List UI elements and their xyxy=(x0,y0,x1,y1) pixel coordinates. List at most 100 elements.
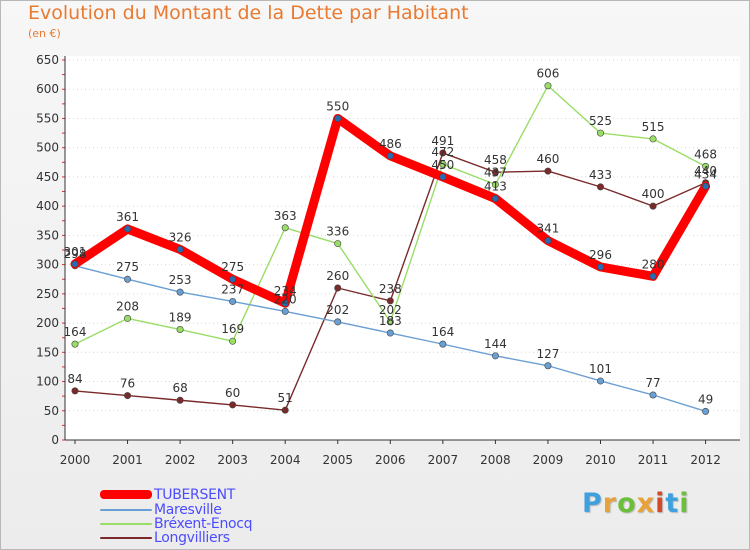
data-label-longvilliers: 51 xyxy=(278,391,293,405)
legend-item-maresville[interactable]: Maresville xyxy=(100,502,222,518)
data-point-br-xent-enocq xyxy=(176,326,184,334)
y-tick-label: 50 xyxy=(44,404,59,418)
x-tick-label: 2003 xyxy=(217,453,248,467)
logo-letter: r xyxy=(602,488,618,519)
y-tick-label: 500 xyxy=(36,141,59,155)
logo-letter: i xyxy=(679,488,690,519)
data-point-longvilliers xyxy=(491,168,499,176)
data-point-tubersent xyxy=(596,263,604,271)
data-label-br-xent-enocq: 164 xyxy=(64,325,87,339)
data-point-br-xent-enocq xyxy=(386,318,394,326)
data-label-longvilliers: 491 xyxy=(431,134,454,148)
data-label-maresville: 253 xyxy=(169,273,192,287)
x-tick-label: 2012 xyxy=(690,453,721,467)
data-label-longvilliers: 68 xyxy=(172,381,187,395)
data-label-maresville: 275 xyxy=(116,260,139,274)
data-label-longvilliers: 400 xyxy=(642,187,665,201)
data-label-longvilliers: 76 xyxy=(120,377,135,391)
legend-swatch-longvilliers xyxy=(100,536,152,539)
data-point-longvilliers xyxy=(281,406,289,414)
data-point-br-xent-enocq xyxy=(124,314,132,322)
x-tick-label: 2006 xyxy=(375,453,406,467)
data-point-tubersent xyxy=(491,195,499,203)
data-point-maresville xyxy=(596,377,604,385)
legend-label-longvilliers: Longvilliers xyxy=(154,529,230,546)
data-label-maresville: 164 xyxy=(431,325,454,339)
y-tick-label: 650 xyxy=(36,53,59,67)
data-point-longvilliers xyxy=(229,401,237,409)
y-tick-label: 450 xyxy=(36,170,59,184)
data-label-br-xent-enocq: 336 xyxy=(326,225,349,239)
data-point-br-xent-enocq xyxy=(596,129,604,137)
data-label-br-xent-enocq: 169 xyxy=(221,322,244,336)
legend-item-brexent-enocq[interactable]: Bréxent-Enocq xyxy=(100,515,253,532)
data-label-longvilliers: 440 xyxy=(694,164,717,178)
x-tick-label: 2010 xyxy=(585,453,616,467)
x-tick-label: 2001 xyxy=(112,453,143,467)
data-label-maresville: 49 xyxy=(698,392,713,406)
data-point-longvilliers xyxy=(439,149,447,157)
data-label-longvilliers: 260 xyxy=(326,269,349,283)
legend-item-longvilliers[interactable]: Longvilliers xyxy=(100,529,230,546)
y-tick-label: 350 xyxy=(36,228,59,242)
data-label-br-xent-enocq: 606 xyxy=(536,67,559,81)
data-point-br-xent-enocq xyxy=(229,337,237,345)
legend-label-brexent-enocq: Bréxent-Enocq xyxy=(154,515,253,532)
data-point-tubersent xyxy=(386,152,394,160)
data-point-maresville xyxy=(229,297,237,305)
data-label-maresville: 220 xyxy=(274,292,297,306)
data-point-maresville xyxy=(439,340,447,348)
data-point-longvilliers xyxy=(71,387,79,395)
x-tick-label: 2000 xyxy=(60,453,91,467)
data-point-br-xent-enocq xyxy=(649,135,657,143)
data-point-tubersent xyxy=(334,114,342,122)
data-point-longvilliers xyxy=(176,396,184,404)
legend-item-tubersent[interactable]: TUBERSENT xyxy=(100,487,235,503)
x-tick-label: 2007 xyxy=(428,453,459,467)
data-point-tubersent xyxy=(124,225,132,233)
data-label-tubersent: 550 xyxy=(326,99,349,113)
x-tick-label: 2011 xyxy=(638,453,669,467)
logo-letter: o xyxy=(617,488,637,519)
data-point-maresville xyxy=(334,318,342,326)
data-label-tubersent: 413 xyxy=(484,180,507,194)
data-point-longvilliers xyxy=(544,167,552,175)
data-point-tubersent xyxy=(649,272,657,280)
data-point-tubersent xyxy=(229,275,237,283)
y-tick-label: 300 xyxy=(36,258,59,272)
data-label-br-xent-enocq: 189 xyxy=(169,311,192,325)
chart-subtitle: (en €) xyxy=(28,27,61,40)
data-label-longvilliers: 458 xyxy=(484,153,507,167)
legend-swatch-maresville xyxy=(100,508,152,511)
data-point-maresville xyxy=(491,352,499,360)
data-label-longvilliers: 84 xyxy=(67,372,82,386)
data-label-br-xent-enocq: 525 xyxy=(589,114,612,128)
data-label-tubersent: 296 xyxy=(589,248,612,262)
data-point-br-xent-enocq xyxy=(702,162,710,170)
data-label-maresville: 77 xyxy=(645,376,660,390)
logo-letter: x xyxy=(636,488,656,519)
data-label-tubersent: 326 xyxy=(169,230,192,244)
data-point-maresville xyxy=(649,391,657,399)
data-point-br-xent-enocq xyxy=(439,160,447,168)
legend-swatch-tubersent xyxy=(100,490,152,499)
data-point-br-xent-enocq xyxy=(544,82,552,90)
x-tick-label: 2005 xyxy=(322,453,353,467)
data-point-tubersent xyxy=(544,237,552,245)
data-label-br-xent-enocq: 363 xyxy=(274,209,297,223)
y-tick-label: 200 xyxy=(36,316,59,330)
x-tick-label: 2008 xyxy=(480,453,511,467)
data-label-tubersent: 234 xyxy=(274,284,297,298)
x-tick-label: 2002 xyxy=(165,453,196,467)
data-point-br-xent-enocq xyxy=(491,181,499,189)
data-point-maresville xyxy=(124,275,132,283)
data-label-tubersent: 450 xyxy=(431,158,454,172)
data-point-maresville xyxy=(281,307,289,315)
data-point-maresville xyxy=(386,329,394,337)
legend-swatch-brexent-enocq xyxy=(100,522,152,525)
data-label-tubersent: 275 xyxy=(221,260,244,274)
y-tick-label: 100 xyxy=(36,375,59,389)
y-tick-label: 0 xyxy=(51,433,59,447)
data-point-tubersent xyxy=(71,260,79,268)
